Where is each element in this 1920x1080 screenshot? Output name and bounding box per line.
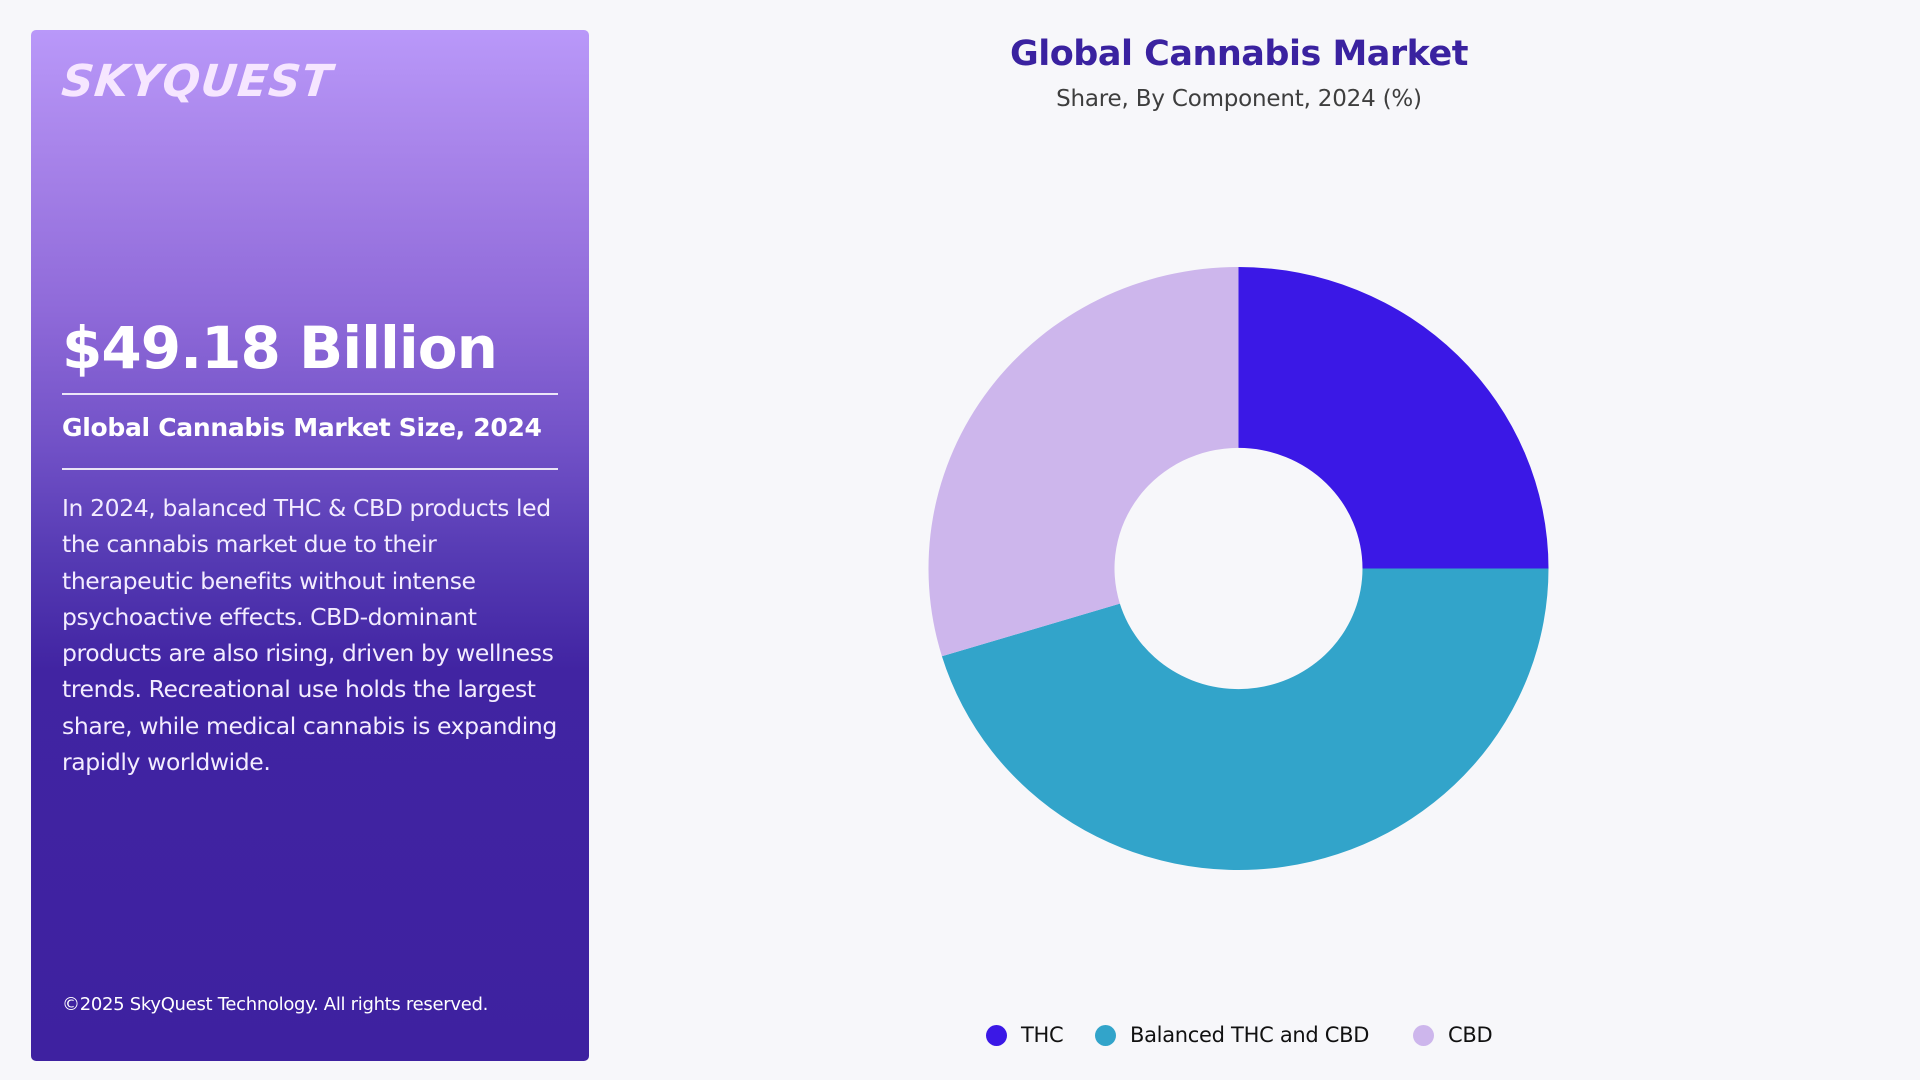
divider — [62, 468, 558, 470]
legend-item-thc[interactable]: THC — [986, 1020, 1064, 1050]
legend-dot-icon — [986, 1024, 1007, 1046]
market-size-label: Global Cannabis Market Size, 2024 — [62, 413, 542, 442]
market-size-value: $49.18 Billion — [62, 314, 498, 382]
chart-subtitle: Share, By Component, 2024 (%) — [1056, 86, 1422, 112]
market-description: In 2024, balanced THC & CBD products led… — [62, 494, 557, 777]
legend-dot-icon — [1095, 1024, 1116, 1046]
slice-thc[interactable] — [1238, 267, 1549, 569]
slice-balanced[interactable] — [941, 568, 1549, 870]
chart-title: Global Cannabis Market — [1010, 34, 1468, 74]
copyright-notice: ©2025 SkyQuest Technology. All rights re… — [62, 994, 489, 1015]
legend-label: THC — [1021, 1023, 1064, 1047]
legend-dot-icon — [1413, 1024, 1434, 1046]
slice-cbd[interactable] — [928, 267, 1239, 657]
legend-item-balanced[interactable]: Balanced THC and CBD — [1095, 1020, 1369, 1050]
legend-item-cbd[interactable]: CBD — [1413, 1020, 1493, 1050]
legend-label: CBD — [1448, 1023, 1493, 1047]
chart-legend: THC Balanced THC and CBD CBD — [0, 1020, 1920, 1050]
divider — [62, 393, 558, 395]
summary-panel: SKYQUEST $49.18 Billion Global Cannabis … — [31, 30, 589, 1061]
donut-slices — [928, 267, 1549, 870]
legend-label: Balanced THC and CBD — [1130, 1023, 1370, 1047]
